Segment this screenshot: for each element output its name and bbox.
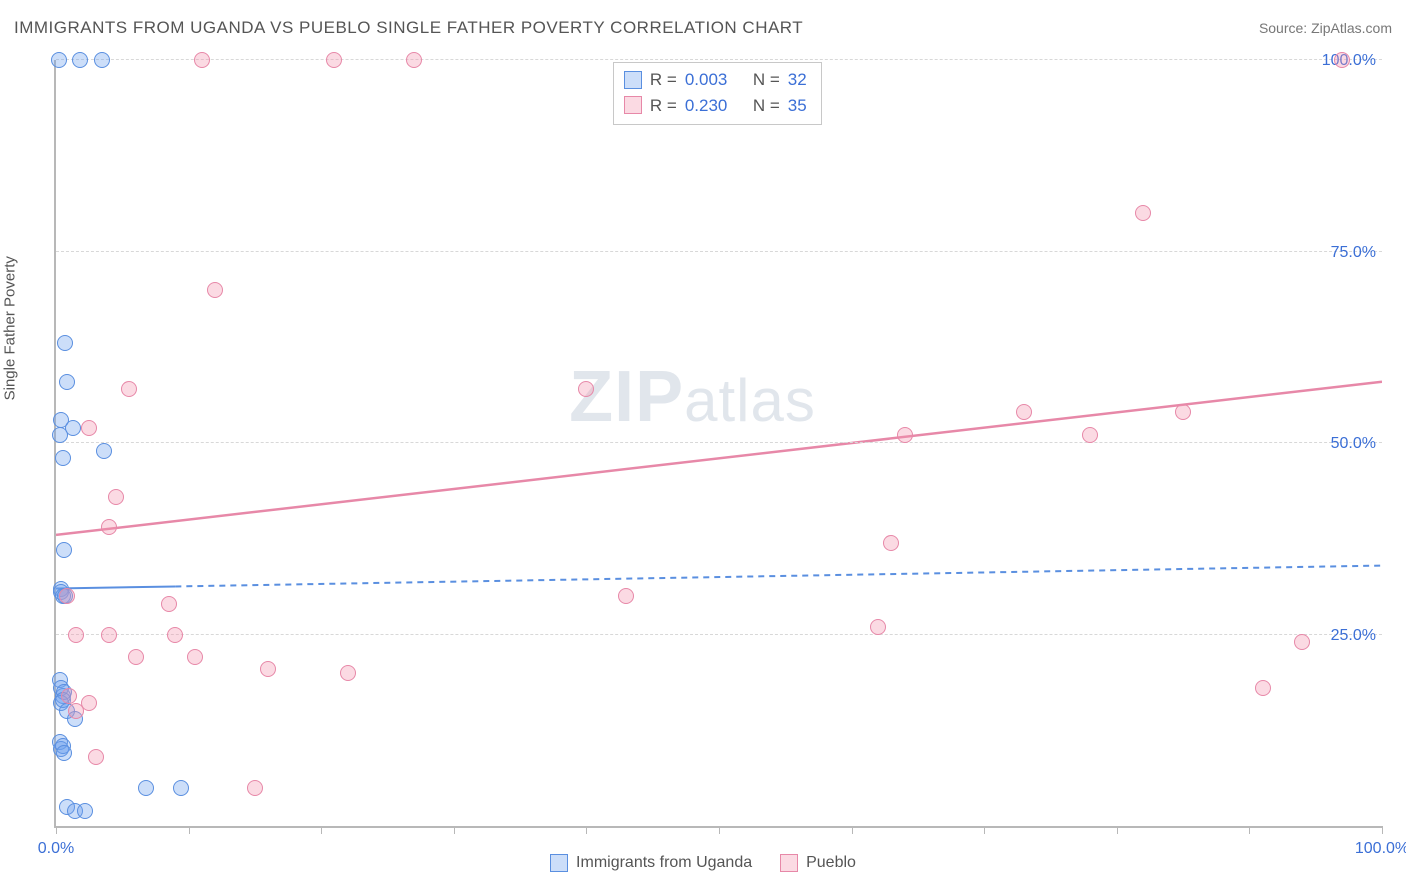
r-label: R = — [650, 67, 677, 93]
chart-title: IMMIGRANTS FROM UGANDA VS PUEBLO SINGLE … — [14, 18, 803, 38]
trend-line-solid — [56, 586, 175, 588]
data-point — [94, 52, 110, 68]
swatch-icon — [624, 71, 642, 89]
y-tick-label: 75.0% — [1331, 244, 1376, 262]
y-tick-label: 25.0% — [1331, 627, 1376, 645]
legend-item-b: Pueblo — [780, 854, 856, 872]
x-tick — [1249, 826, 1250, 834]
swatch-icon — [624, 96, 642, 114]
gridline — [56, 634, 1382, 635]
data-point — [340, 665, 356, 681]
data-point — [96, 443, 112, 459]
legend-item-a: Immigrants from Uganda — [550, 854, 752, 872]
x-tick — [321, 826, 322, 834]
data-point — [101, 519, 117, 535]
data-point — [1082, 427, 1098, 443]
data-point — [56, 745, 72, 761]
stats-row-a: R = 0.003 N = 32 — [624, 67, 807, 93]
data-point — [81, 420, 97, 436]
bottom-legend: Immigrants from Uganda Pueblo — [14, 854, 1392, 872]
n-value-b: 35 — [788, 93, 807, 119]
data-point — [1135, 205, 1151, 221]
data-point — [1255, 680, 1271, 696]
data-point — [247, 780, 263, 796]
data-point — [167, 627, 183, 643]
data-point — [59, 588, 75, 604]
data-point — [1016, 404, 1032, 420]
watermark-rest: atlas — [684, 367, 816, 434]
gridline — [56, 442, 1382, 443]
stats-legend-box: R = 0.003 N = 32 R = 0.230 N = 35 — [613, 62, 822, 125]
y-tick-label: 50.0% — [1331, 435, 1376, 453]
r-label: R = — [650, 93, 677, 119]
data-point — [72, 52, 88, 68]
x-tick — [189, 826, 190, 834]
n-value-a: 32 — [788, 67, 807, 93]
data-point — [578, 381, 594, 397]
data-point — [51, 52, 67, 68]
data-point — [173, 780, 189, 796]
data-point — [618, 588, 634, 604]
x-tick — [1117, 826, 1118, 834]
data-point — [870, 619, 886, 635]
data-point — [128, 649, 144, 665]
data-point — [1175, 404, 1191, 420]
data-point — [138, 780, 154, 796]
x-tick — [852, 826, 853, 834]
data-point — [77, 803, 93, 819]
data-point — [52, 427, 68, 443]
x-tick — [1382, 826, 1383, 834]
data-point — [1334, 52, 1350, 68]
data-point — [187, 649, 203, 665]
trend-lines-layer — [56, 60, 1382, 826]
data-point — [260, 661, 276, 677]
data-point — [101, 627, 117, 643]
n-label: N = — [753, 93, 780, 119]
swatch-icon — [550, 854, 568, 872]
r-value-b: 0.230 — [685, 93, 728, 119]
trend-line-dashed — [175, 566, 1382, 587]
source-attribution: Source: ZipAtlas.com — [1259, 20, 1392, 36]
gridline — [56, 59, 1382, 60]
x-tick — [454, 826, 455, 834]
data-point — [56, 542, 72, 558]
data-point — [161, 596, 177, 612]
swatch-icon — [780, 854, 798, 872]
data-point — [194, 52, 210, 68]
data-point — [1294, 634, 1310, 650]
data-point — [897, 427, 913, 443]
data-point — [55, 450, 71, 466]
watermark: ZIPatlas — [569, 356, 816, 438]
header-row: IMMIGRANTS FROM UGANDA VS PUEBLO SINGLE … — [14, 18, 1392, 38]
legend-label-b: Pueblo — [806, 854, 856, 872]
data-point — [68, 627, 84, 643]
x-tick — [719, 826, 720, 834]
x-tick — [56, 826, 57, 834]
data-point — [88, 749, 104, 765]
r-value-a: 0.003 — [685, 67, 728, 93]
data-point — [207, 282, 223, 298]
data-point — [57, 335, 73, 351]
x-tick — [586, 826, 587, 834]
chart-area: Single Father Poverty ZIPatlas R = 0.003… — [14, 50, 1392, 878]
data-point — [406, 52, 422, 68]
legend-label-a: Immigrants from Uganda — [576, 854, 752, 872]
data-point — [59, 374, 75, 390]
data-point — [68, 703, 84, 719]
x-tick — [984, 826, 985, 834]
data-point — [883, 535, 899, 551]
stats-row-b: R = 0.230 N = 35 — [624, 93, 807, 119]
plot-region: ZIPatlas R = 0.003 N = 32 R = 0.230 N = … — [54, 60, 1382, 828]
data-point — [121, 381, 137, 397]
gridline — [56, 251, 1382, 252]
y-axis-label: Single Father Poverty — [2, 256, 19, 400]
data-point — [61, 688, 77, 704]
data-point — [326, 52, 342, 68]
data-point — [108, 489, 124, 505]
n-label: N = — [753, 67, 780, 93]
